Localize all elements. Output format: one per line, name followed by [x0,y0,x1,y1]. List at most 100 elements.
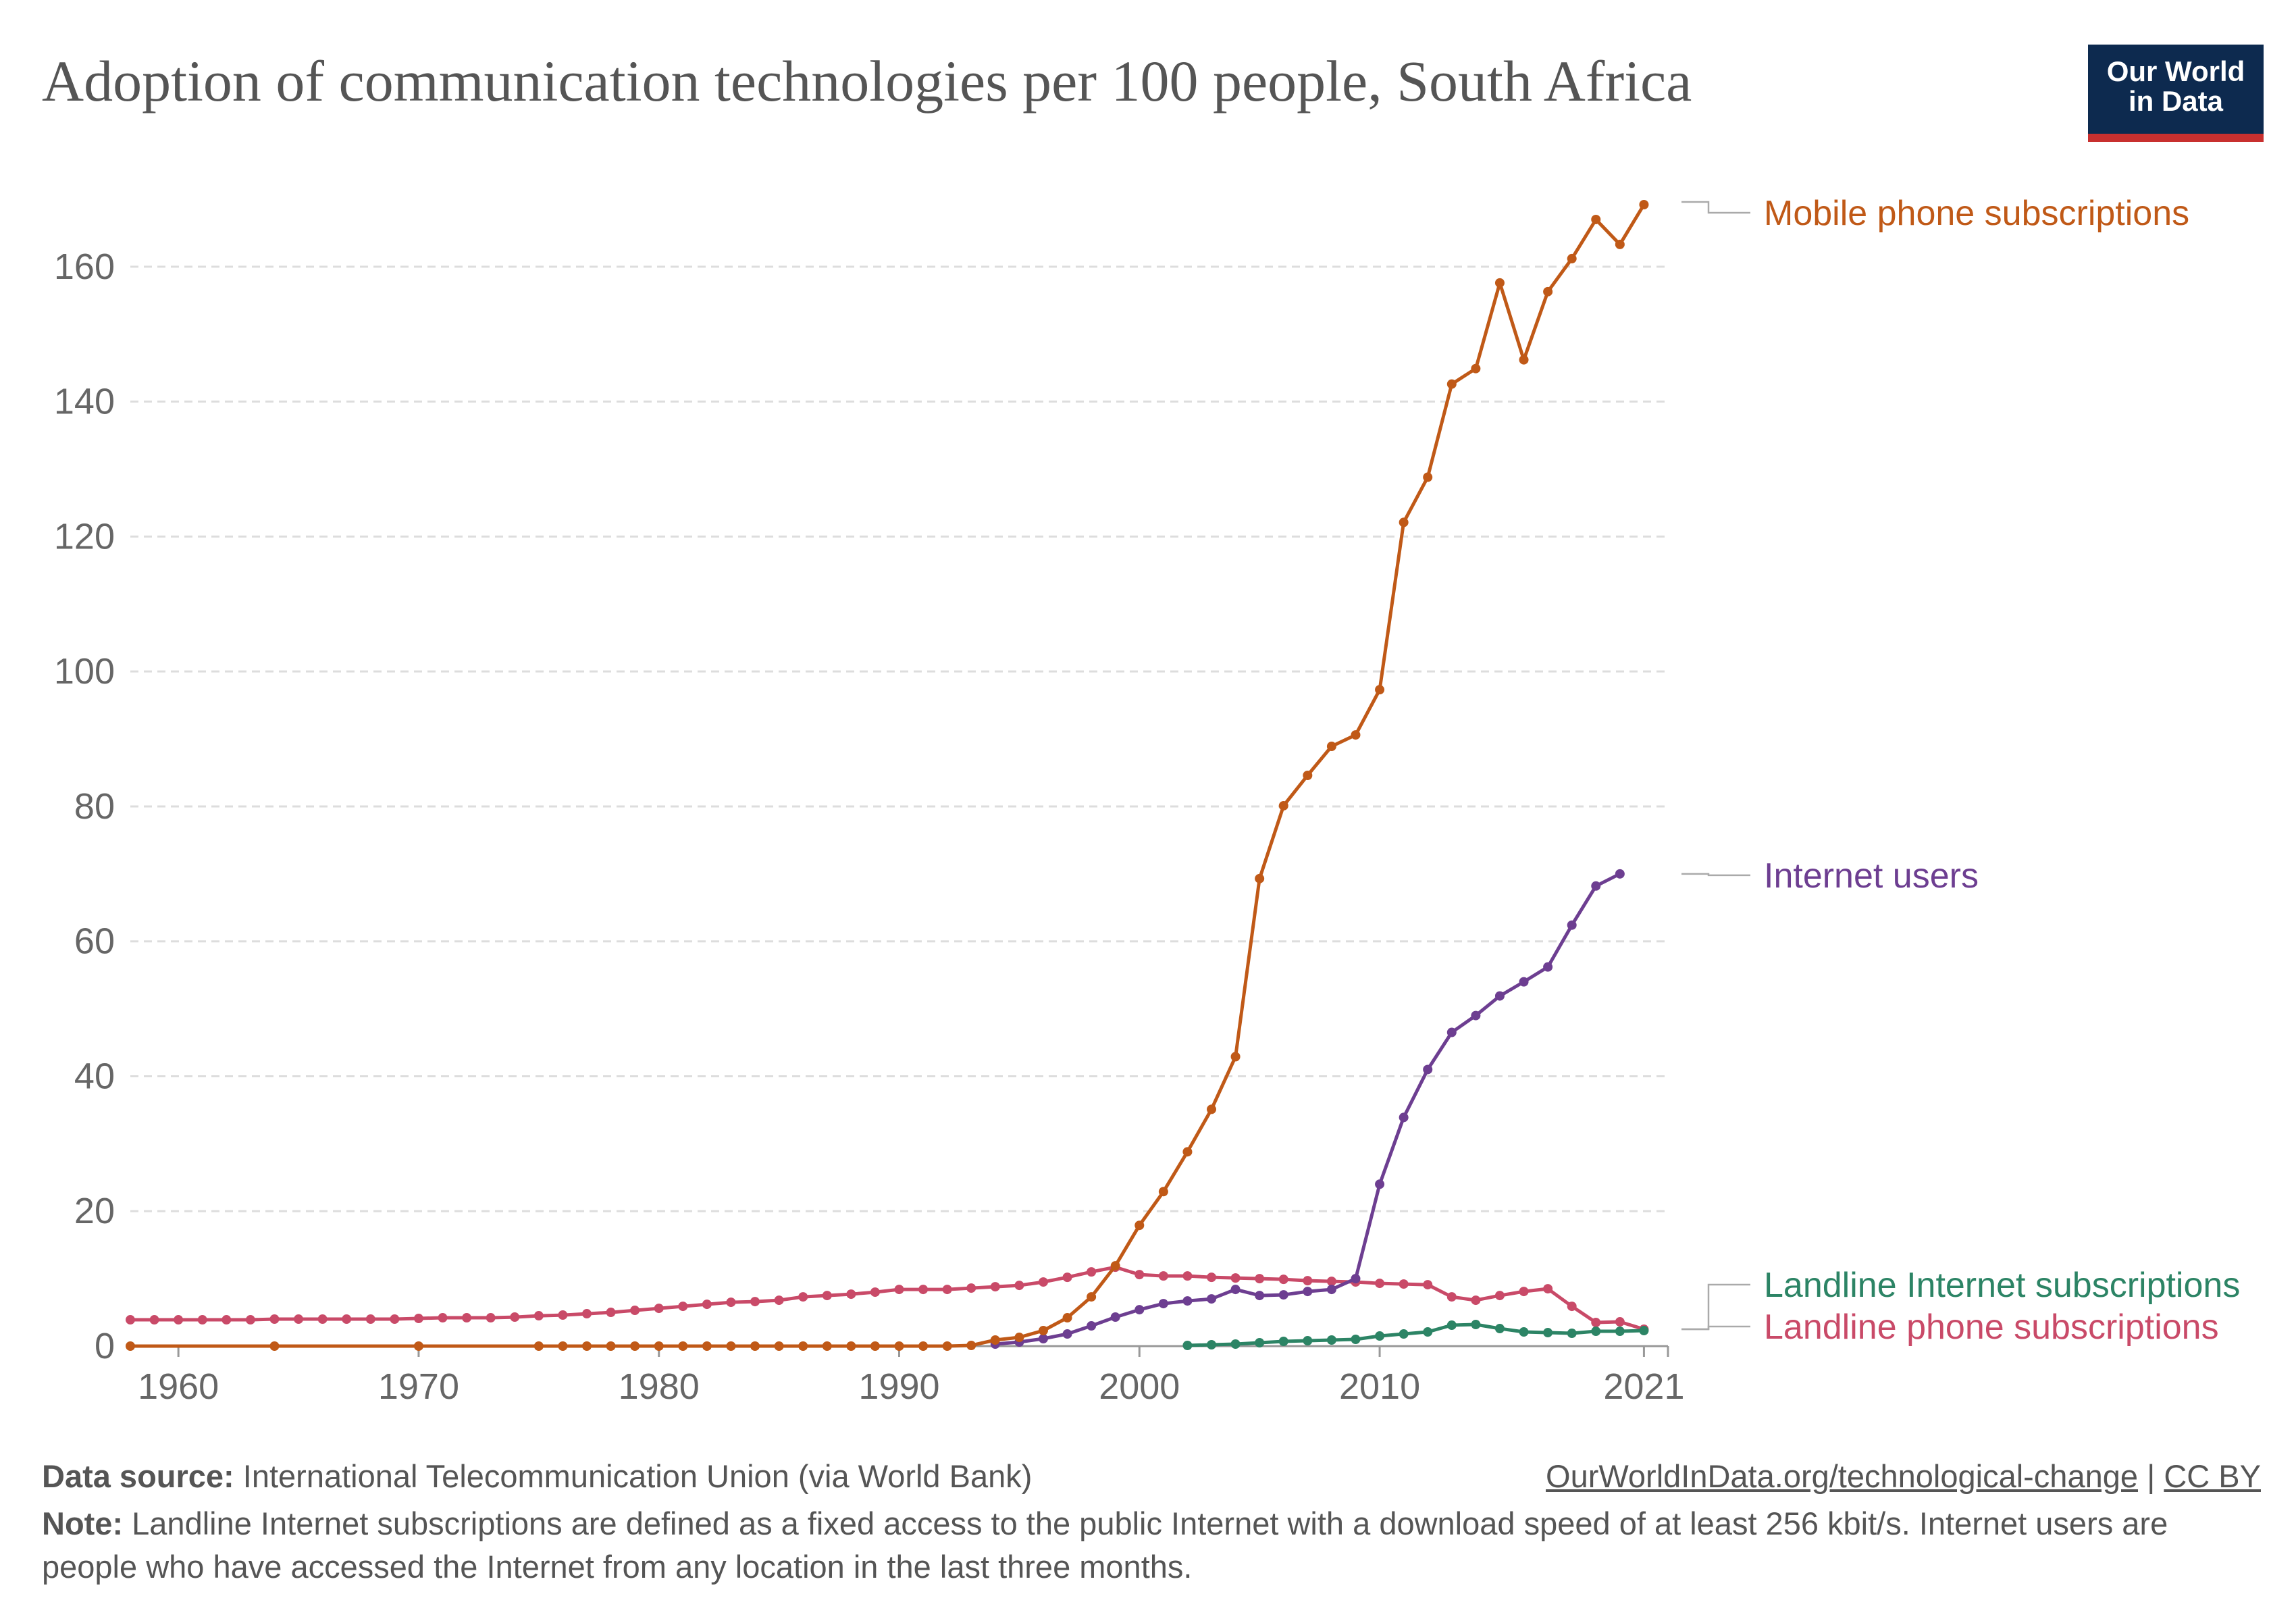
data-point [1207,1340,1217,1350]
y-tick-label: 20 [74,1191,115,1231]
data-point [1591,881,1601,891]
data-source-text: International Telecommunication Union (v… [242,1458,1033,1494]
data-point [365,1314,375,1324]
x-tick-label: 2021 [1603,1366,1684,1407]
data-point [581,1309,592,1319]
data-point [822,1341,832,1351]
data-point [486,1313,496,1323]
y-tick-label: 160 [54,247,115,287]
data-point [221,1315,232,1325]
data-point [1519,977,1529,987]
data-point [1014,1281,1024,1291]
data-point [1519,1327,1529,1337]
data-point [1567,1329,1577,1339]
data-point [1615,239,1625,249]
data-point [726,1297,736,1308]
data-point [294,1314,304,1324]
data-point [1446,1320,1457,1331]
data-point [533,1341,544,1351]
data-point [1303,1336,1313,1346]
data-point [702,1300,712,1310]
label-connector [1681,201,1750,214]
data-point [654,1304,664,1314]
data-point [581,1341,592,1351]
data-point [870,1287,880,1297]
data-point [1615,1317,1625,1327]
data-point [1158,1271,1168,1281]
owid-logo[interactable]: Our World in Data [2088,45,2264,142]
data-point [1351,1274,1361,1284]
data-point [1014,1333,1024,1343]
data-point [678,1341,688,1351]
data-point [654,1341,664,1351]
y-tick-label: 80 [74,786,115,827]
data-point [1399,1279,1409,1289]
data-point [1375,1179,1385,1189]
data-point [846,1341,856,1351]
data-point [1591,214,1601,224]
data-point [606,1308,616,1318]
source-link[interactable]: OurWorldInData.org/technological-change [1546,1458,2139,1494]
data-point [942,1285,952,1295]
data-point [558,1310,568,1320]
data-point [678,1302,688,1312]
data-point [894,1341,904,1351]
license-link[interactable]: CC BY [2164,1458,2261,1494]
data-point [966,1283,976,1293]
data-point [1494,278,1505,288]
data-point [606,1341,616,1351]
data-source-label: Data source: [42,1458,234,1494]
data-point [1207,1104,1217,1114]
footer-links: OurWorldInData.org/technological-change … [1546,1458,2261,1495]
data-point [1326,1285,1336,1295]
label-connector [1681,1283,1750,1331]
data-point [1303,1287,1313,1297]
data-point [1110,1261,1120,1271]
data-point [630,1341,640,1351]
data-point [1494,1291,1505,1301]
data-point [702,1341,712,1351]
y-tick-label: 40 [74,1056,115,1096]
y-tick-label: 120 [54,516,115,557]
data-point [750,1341,760,1351]
data-point [1062,1313,1072,1323]
data-point [1158,1187,1168,1197]
data-point [822,1291,832,1301]
data-point [1278,1290,1288,1300]
x-tick-label: 1970 [378,1366,459,1407]
data-point [1543,1328,1553,1338]
data-point [1471,1295,1481,1306]
data-point [197,1315,207,1325]
x-tick-label: 1990 [858,1366,939,1407]
data-point [1158,1299,1168,1309]
data-point [1639,199,1649,209]
data-point [1326,1335,1336,1345]
series-label: Mobile phone subscriptions [1764,194,2189,233]
data-source: Data source: International Telecommunica… [42,1458,1032,1495]
data-point [1255,873,1265,883]
data-point [1519,355,1529,365]
data-point [1255,1274,1265,1284]
data-point [1087,1292,1097,1302]
data-point [1351,730,1361,740]
data-point [1399,1329,1409,1339]
data-point [1591,1318,1601,1328]
data-point [342,1314,352,1324]
logo-line-2: in Data [2128,85,2224,117]
data-point [1494,991,1505,1001]
series-line [130,203,1646,1348]
line-chart: 0 20 40 60 80 100 120 140 160 1960 1970 1980 1990 200… [54,194,2240,1407]
y-tick-label: 60 [74,921,115,962]
chart-note: Note: Landline Internet subscriptions ar… [42,1502,2264,1589]
data-point [269,1314,280,1324]
data-point [870,1341,880,1351]
data-point [1423,1064,1433,1075]
data-point [894,1285,904,1295]
data-point [1423,472,1433,482]
data-point [1519,1287,1529,1297]
data-point [1038,1277,1048,1287]
data-point [750,1297,760,1307]
license-separator: | [2147,1458,2156,1494]
data-point [1134,1270,1145,1280]
data-point [149,1315,159,1325]
